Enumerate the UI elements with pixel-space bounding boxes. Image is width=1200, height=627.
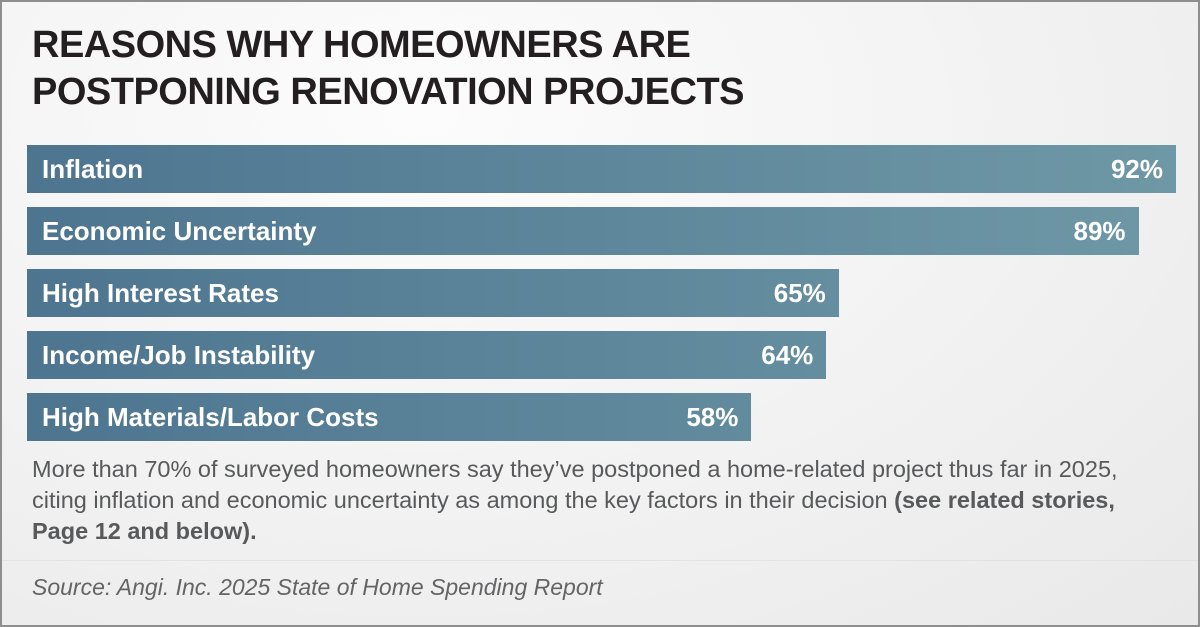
bar-chart: Inflation 92% Economic Uncertainty 89% High … (27, 145, 1176, 455)
caption-normal: More than 70% of surveyed homeowners say… (32, 456, 1118, 513)
bar-category-label: Inflation (42, 153, 144, 184)
bar-row-income-job-instability: Income/Job Instability 64% (27, 331, 1176, 379)
bar-high-interest-rates: High Interest Rates 65% (27, 269, 839, 317)
divider-line (2, 560, 1198, 561)
bar-category-label: Economic Uncertainty (42, 215, 317, 246)
caption-bold: (see related stories, Page 12 and below)… (32, 487, 1115, 544)
bar-value-label: 92% (1110, 153, 1163, 184)
caption-text: More than 70% of surveyed homeowners say… (32, 454, 1177, 547)
bar-value-label: 65% (773, 277, 826, 308)
bar-row-inflation: Inflation 92% (27, 145, 1176, 193)
bar-category-label: High Interest Rates (42, 277, 279, 308)
source-attribution: Source: Angi. Inc. 2025 State of Home Sp… (32, 574, 603, 600)
bar-value-label: 89% (1073, 215, 1126, 246)
bar-value-label: 64% (761, 339, 814, 370)
bar-high-materials-labor-costs: High Materials/Labor Costs 58% (27, 393, 752, 441)
bar-economic-uncertainty: Economic Uncertainty 89% (27, 207, 1139, 255)
bar-category-label: High Materials/Labor Costs (42, 401, 379, 432)
bar-row-high-interest-rates: High Interest Rates 65% (27, 269, 1176, 317)
page-title: REASONS WHY HOMEOWNERS ARE POSTPONING RE… (32, 24, 745, 113)
bar-row-high-materials-labor-costs: High Materials/Labor Costs 58% (27, 393, 1176, 441)
bar-row-economic-uncertainty: Economic Uncertainty 89% (27, 207, 1176, 255)
bar-inflation: Inflation 92% (27, 145, 1176, 193)
bar-value-label: 58% (686, 401, 739, 432)
bar-income-job-instability: Income/Job Instability 64% (27, 331, 827, 379)
bar-category-label: Income/Job Instability (42, 339, 316, 370)
